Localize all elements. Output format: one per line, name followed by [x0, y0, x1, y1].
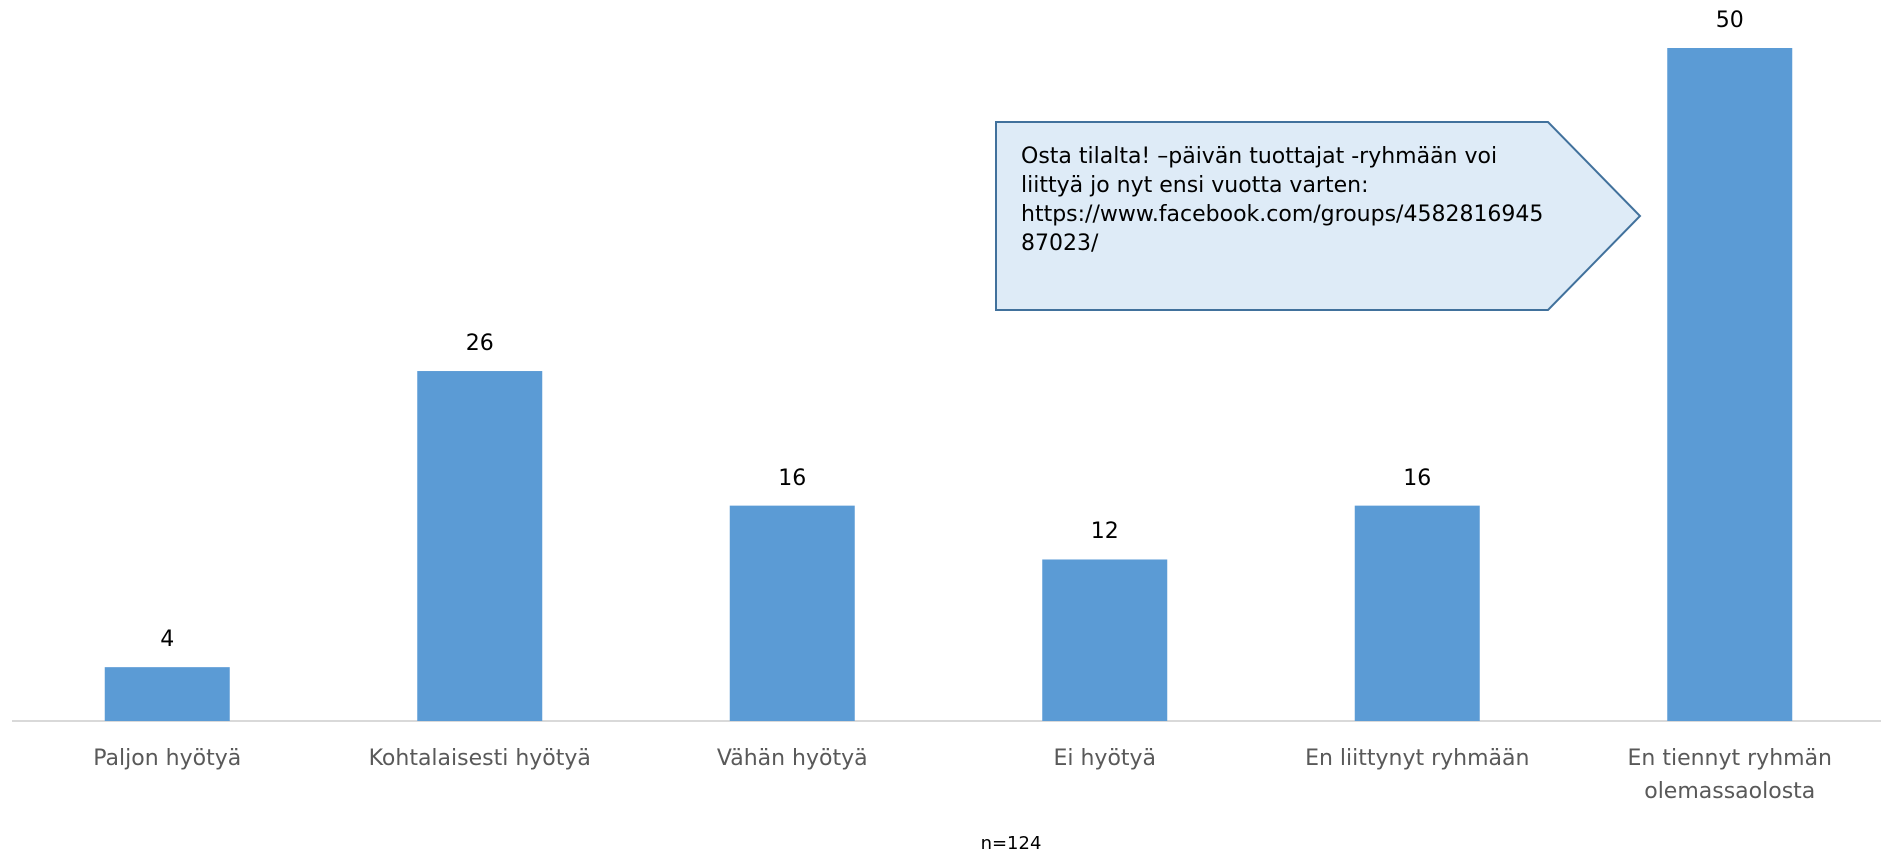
- data-label: 16: [1403, 465, 1432, 491]
- data-label: 12: [1090, 519, 1119, 545]
- data-label: 26: [465, 331, 494, 357]
- bar: [1354, 505, 1480, 721]
- x-tick-label: En tiennyt ryhmän olemassaolosta: [1627, 746, 1833, 804]
- bar: [1042, 559, 1168, 721]
- callout: [995, 121, 1642, 311]
- bar: [729, 505, 855, 721]
- data-label: 16: [778, 465, 807, 491]
- data-label: 50: [1715, 8, 1744, 33]
- annotation: Osta tilalta! –päivän tuottajat -ryhmään…: [1021, 144, 1544, 256]
- x-tick-label: Paljon hyötyä: [93, 746, 242, 771]
- x-tick-label: Ei hyötyä: [1053, 746, 1157, 771]
- footnote: n=124: [980, 833, 1042, 854]
- x-tick-label: Vähän hyötyä: [716, 746, 868, 771]
- data-label: 4: [160, 627, 175, 653]
- x-tick-label: En liittynyt ryhmään: [1305, 746, 1530, 771]
- x-tick-label: Kohtalaisesti hyötyä: [368, 746, 591, 771]
- bar: [417, 371, 543, 721]
- bar: [104, 667, 230, 721]
- bar: [1667, 48, 1793, 721]
